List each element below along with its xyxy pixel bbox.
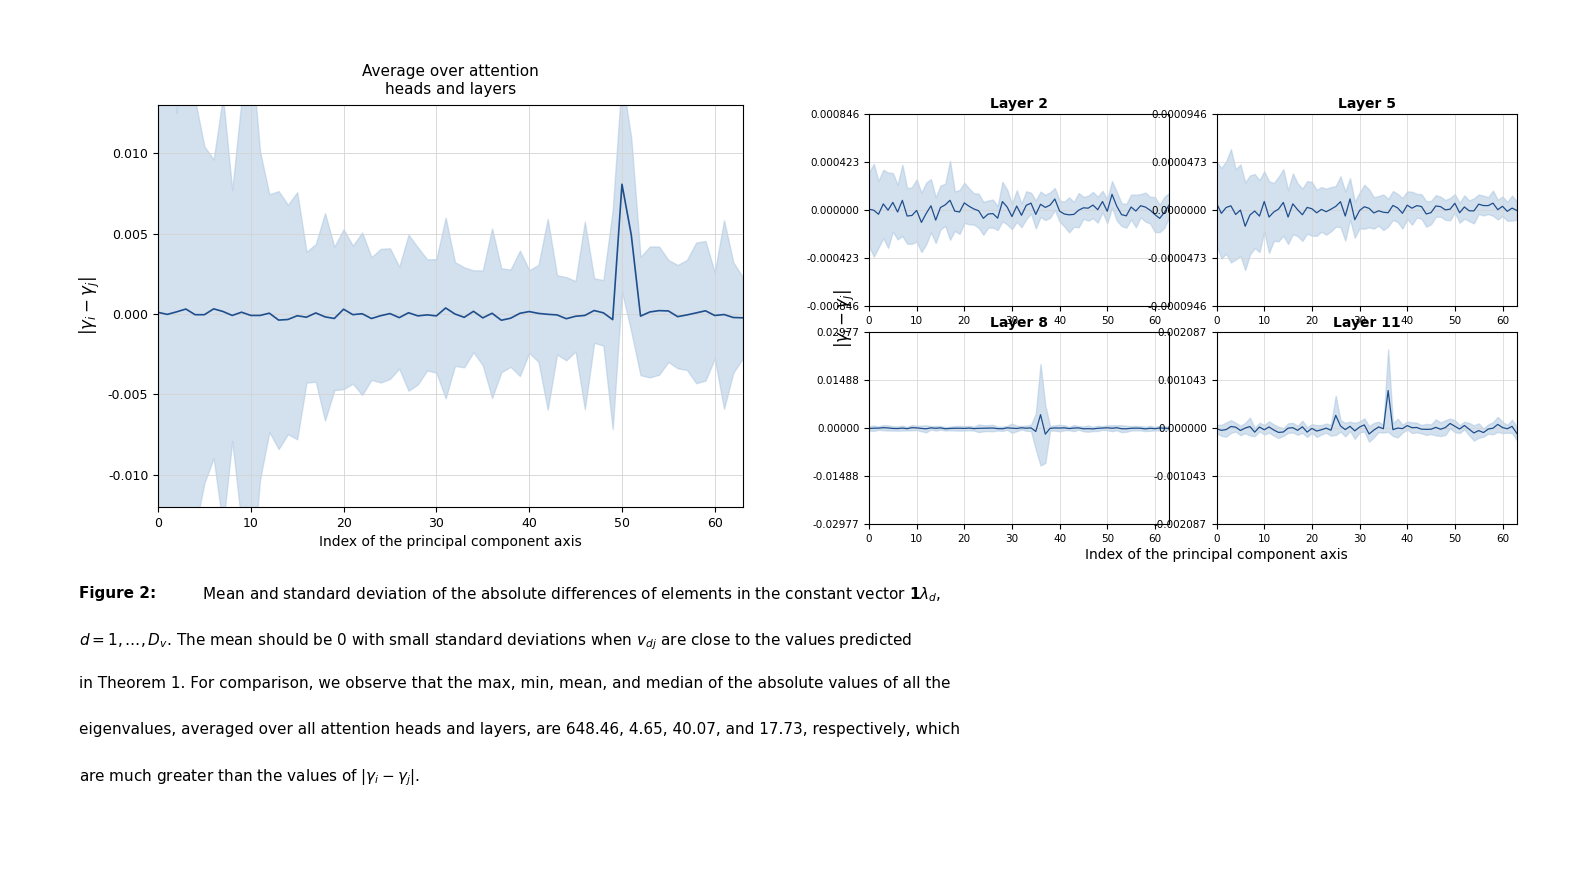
Text: Mean and standard deviation of the absolute differences of elements in the const: Mean and standard deviation of the absol… (193, 586, 942, 604)
Text: Figure 2:: Figure 2: (79, 586, 156, 600)
Text: Index of the principal component axis: Index of the principal component axis (1085, 548, 1348, 562)
X-axis label: Index of the principal component axis: Index of the principal component axis (319, 535, 581, 549)
Y-axis label: $|\gamma_i - \gamma_j|$: $|\gamma_i - \gamma_j|$ (77, 276, 103, 336)
Text: $|\gamma_i - \gamma_j|$: $|\gamma_i - \gamma_j|$ (833, 289, 858, 349)
Text: are much greater than the values of $|\gamma_i - \gamma_j|$.: are much greater than the values of $|\g… (79, 767, 420, 788)
Text: in Theorem 1. For comparison, we observe that the max, min, mean, and median of : in Theorem 1. For comparison, we observe… (79, 676, 951, 691)
Title: Layer 11: Layer 11 (1334, 316, 1400, 329)
Title: Layer 2: Layer 2 (991, 97, 1048, 111)
Text: $d = 1, \ldots, D_v$. The mean should be 0 with small standard deviations when $: $d = 1, \ldots, D_v$. The mean should be… (79, 631, 912, 652)
Title: Layer 5: Layer 5 (1338, 97, 1395, 111)
Text: eigenvalues, averaged over all attention heads and layers, are 648.46, 4.65, 40.: eigenvalues, averaged over all attention… (79, 722, 961, 737)
Title: Layer 8: Layer 8 (991, 316, 1048, 329)
Title: Average over attention
heads and layers: Average over attention heads and layers (362, 65, 539, 97)
